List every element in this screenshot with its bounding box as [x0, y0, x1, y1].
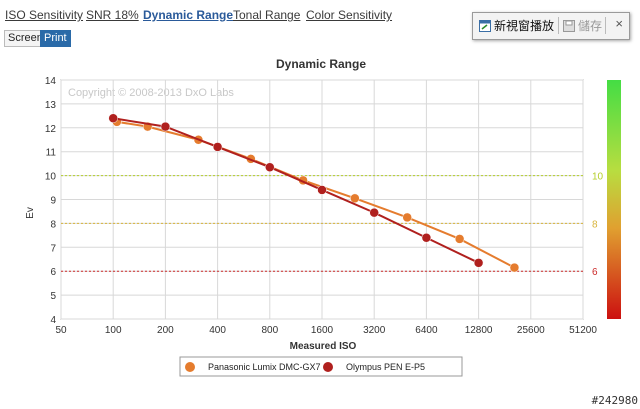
y-tick-label: 4 — [50, 315, 56, 326]
dr-color-scale — [607, 80, 621, 319]
tab-bar: ISO Sensitivity SNR 18% Dynamic Range To… — [0, 0, 640, 28]
watermark-text: #242980 — [591, 394, 638, 407]
tab-iso-sensitivity[interactable]: ISO Sensitivity — [5, 8, 84, 22]
legend-box — [179, 356, 463, 377]
y-axis-ticks: 4 5 6 7 8 9 10 11 12 13 14 — [45, 76, 57, 326]
close-icon[interactable]: × — [615, 16, 623, 31]
tab-color-sensitivity[interactable]: Color Sensitivity — [306, 8, 393, 22]
legend-label-1: Panasonic Lumix DMC-GX7 — [208, 362, 321, 372]
print-view-button[interactable]: Print — [40, 30, 71, 47]
copyright-text: Copyright © 2008-2013 DxO Labs — [68, 87, 234, 99]
save-label: 儲存 — [578, 19, 603, 33]
data-point — [212, 142, 223, 152]
data-point — [402, 212, 412, 223]
chart-title: Dynamic Range — [276, 57, 366, 71]
y-tick-label: 9 — [50, 196, 56, 207]
y-tick-label: 5 — [50, 291, 56, 302]
y-tick-label: 6 — [50, 267, 56, 278]
data-point — [317, 185, 327, 195]
y-axis-label: Ev — [25, 207, 36, 219]
x-tick-label: 400 — [209, 325, 226, 336]
legend-label-2: Olympus PEN E-P5 — [346, 362, 425, 372]
data-point — [421, 232, 432, 243]
save-button[interactable]: 儲存 — [563, 17, 602, 34]
toolbar-divider — [558, 17, 559, 34]
new-window-label: 新視窗播放 — [494, 19, 555, 33]
grid — [60, 79, 584, 320]
x-tick-label: 50 — [55, 325, 67, 336]
data-point — [454, 234, 465, 244]
screen-view-button[interactable]: Screen — [4, 30, 47, 47]
x-axis-ticks: 50 100 200 400 800 1600 3200 6400 12800 25600 5120… — [55, 325, 597, 336]
x-tick-label: 200 — [157, 325, 174, 336]
legend: Panasonic Lumix DMC-GX7 Olympus PEN E-P5 — [185, 362, 425, 372]
data-point — [369, 207, 379, 218]
data-point — [509, 262, 520, 273]
tab-dynamic-range[interactable]: Dynamic Range — [143, 8, 234, 22]
y-tick-label: 11 — [46, 148, 57, 159]
x-tick-label: 12800 — [465, 325, 493, 336]
x-tick-label: 25600 — [517, 325, 545, 336]
data-point — [350, 193, 360, 204]
tab-snr-18[interactable]: SNR 18% — [86, 8, 139, 22]
scale-label-8: 8 — [592, 219, 598, 230]
data-point — [160, 121, 171, 132]
data-point — [265, 162, 275, 172]
y-tick-label: 12 — [45, 124, 57, 135]
image-toolbar-popup: 新視窗播放 儲存 × — [472, 12, 630, 40]
new-window-button[interactable]: 新視窗播放 — [479, 17, 554, 34]
scale-label-10: 10 — [592, 172, 604, 183]
x-tick-label: 3200 — [363, 325, 386, 336]
series-line-2 — [113, 117, 480, 264]
y-tick-label: 8 — [50, 219, 56, 230]
series-group — [108, 113, 520, 273]
data-point — [108, 113, 118, 123]
legend-marker-2 — [323, 362, 333, 372]
scale-label-6: 6 — [592, 267, 598, 278]
data-point — [473, 258, 484, 268]
scale-labels: 10 8 6 — [592, 172, 604, 279]
x-tick-label: 800 — [261, 325, 278, 336]
y-tick-label: 7 — [50, 243, 56, 254]
new-window-icon — [479, 20, 491, 32]
y-tick-label: 13 — [45, 100, 57, 111]
toolbar-divider — [605, 17, 606, 34]
x-axis-label: Measured ISO — [290, 341, 357, 352]
y-tick-label: 14 — [45, 76, 57, 87]
tab-tonal-range[interactable]: Tonal Range — [233, 8, 301, 22]
reference-lines — [61, 175, 583, 272]
x-tick-label: 1600 — [311, 325, 334, 336]
save-icon — [563, 20, 575, 32]
x-tick-label: 6400 — [415, 325, 438, 336]
legend-marker-1 — [185, 362, 195, 372]
y-tick-label: 10 — [45, 172, 57, 183]
x-tick-label: 51200 — [569, 325, 597, 336]
x-tick-label: 100 — [105, 325, 122, 336]
